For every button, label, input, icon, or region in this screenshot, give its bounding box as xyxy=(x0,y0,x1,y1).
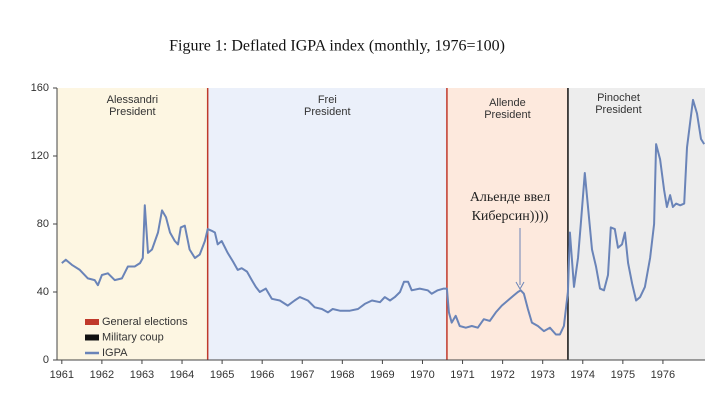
period-label: President xyxy=(304,106,350,118)
annotation: Альенде ввел xyxy=(470,190,550,205)
x-tick-label: 1971 xyxy=(450,369,474,381)
chart-title: Figure 1: Deflated IGPA index (monthly, … xyxy=(169,38,505,55)
period-label: Frei xyxy=(318,94,337,106)
legend-label: IGPA xyxy=(102,347,128,359)
period-label: Pinochet xyxy=(597,92,640,104)
x-tick-label: 1968 xyxy=(330,369,354,381)
x-tick-label: 1970 xyxy=(410,369,434,381)
x-tick-label: 1975 xyxy=(611,369,635,381)
x-tick-label: 1973 xyxy=(530,369,554,381)
x-tick-label: 1966 xyxy=(250,369,274,381)
x-tick-label: 1967 xyxy=(290,369,314,381)
y-tick-label: 40 xyxy=(37,286,49,298)
period-band xyxy=(207,88,447,360)
period-band xyxy=(446,88,568,360)
period-band xyxy=(57,88,208,360)
annotation-arrowhead xyxy=(515,281,525,291)
x-tick-label: 1976 xyxy=(651,369,675,381)
y-tick-label: 120 xyxy=(31,150,49,162)
period-label: President xyxy=(109,106,155,118)
x-tick-label: 1972 xyxy=(490,369,514,381)
series-line xyxy=(61,98,706,336)
legend-swatch xyxy=(85,334,99,341)
x-tick-label: 1974 xyxy=(571,369,595,381)
y-tick-label: 80 xyxy=(37,218,49,230)
period-band xyxy=(567,88,705,360)
y-tick-label: 0 xyxy=(43,354,49,366)
period-label: President xyxy=(595,104,641,116)
y-tick-label: 160 xyxy=(31,82,49,94)
legend-swatch xyxy=(85,319,99,325)
x-tick-label: 1962 xyxy=(90,369,114,381)
period-label: Allende xyxy=(489,97,526,109)
x-tick-label: 1961 xyxy=(50,369,74,381)
legend-label: General elections xyxy=(102,316,188,328)
annotation: Киберсин)))) xyxy=(472,209,549,224)
x-tick-label: 1969 xyxy=(370,369,394,381)
period-label: Alessandri xyxy=(107,94,158,106)
period-label: President xyxy=(484,109,530,121)
legend-label: Military coup xyxy=(102,331,164,343)
x-tick-label: 1964 xyxy=(170,369,194,381)
x-tick-label: 1963 xyxy=(130,369,154,381)
x-tick-label: 1965 xyxy=(210,369,234,381)
